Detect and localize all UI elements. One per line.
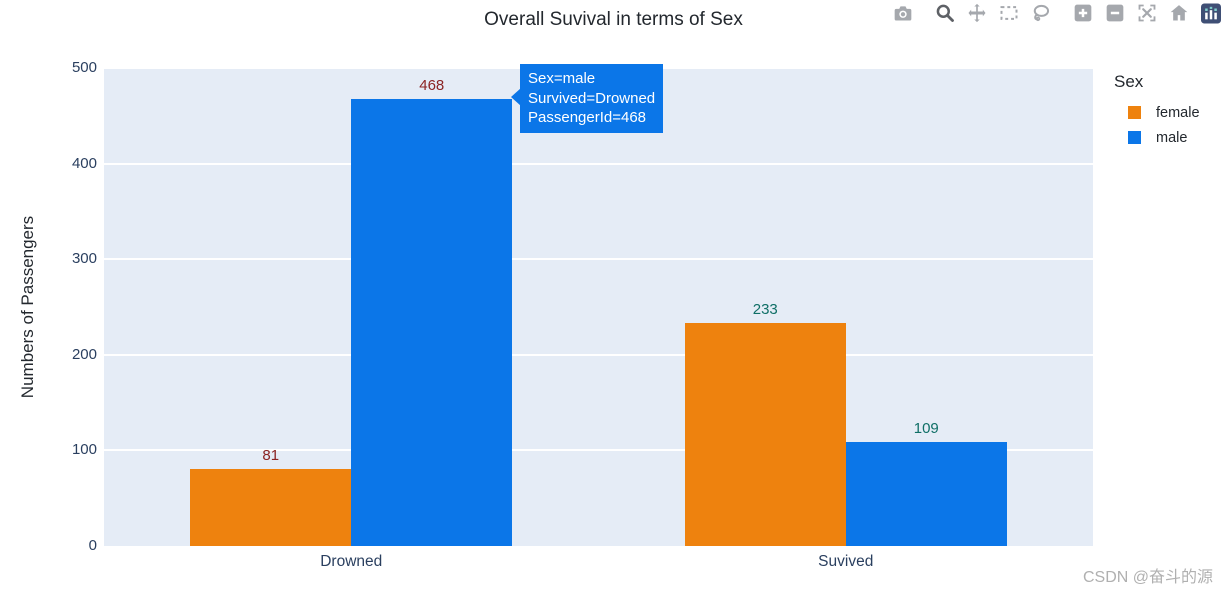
pan-icon[interactable] — [967, 3, 987, 23]
bar-female-Suvived[interactable] — [684, 323, 846, 546]
gridline — [104, 353, 1093, 356]
x-tick-label: Drowned — [320, 553, 383, 570]
zoom-icon[interactable] — [935, 3, 955, 23]
gridline — [104, 449, 1093, 452]
legend-item-male[interactable]: male — [1112, 125, 1200, 150]
autoscale-icon[interactable] — [1137, 3, 1157, 23]
y-tick-label: 300 — [71, 250, 97, 268]
female-swatch-icon — [1128, 106, 1141, 119]
watermark: CSDN @奋斗的源 — [1082, 569, 1213, 586]
reset-axes-icon[interactable] — [1169, 3, 1189, 23]
bar-value-label: 81 — [262, 446, 280, 464]
bar-male-Drowned[interactable] — [351, 98, 513, 546]
box-select-icon[interactable] — [999, 3, 1019, 23]
lasso-select-icon[interactable] — [1031, 3, 1051, 23]
y-tick-label: 200 — [71, 345, 97, 363]
gridline — [104, 162, 1093, 165]
tooltip-caret — [511, 88, 521, 106]
gridline — [104, 258, 1093, 261]
legend-item-female[interactable]: female — [1112, 100, 1200, 125]
bar-female-Drowned[interactable] — [190, 468, 352, 546]
bar-value-label: 468 — [419, 76, 445, 94]
modebar — [881, 3, 1221, 23]
bar-male-Suvived[interactable] — [845, 441, 1007, 546]
y-tick-label: 100 — [71, 441, 97, 459]
zoom-out-icon[interactable] — [1105, 3, 1125, 23]
hover-tooltip: Sex=male Survived=Drowned PassengerId=46… — [511, 64, 664, 133]
tooltip-line: Survived=Drowned — [528, 89, 656, 107]
camera-icon[interactable] — [893, 3, 913, 23]
x-tick-label: Suvived — [818, 553, 874, 570]
y-tick-label: 0 — [88, 537, 97, 554]
y-tick-label: 500 — [71, 59, 97, 76]
plotly-logo-icon[interactable] — [1201, 3, 1221, 23]
y-tick-label: 400 — [71, 154, 97, 172]
legend-title: Sex — [1114, 72, 1144, 91]
plot-area: 0 100 200 300 400 500 Drowned 81 468 Suvived 233 10… — [72, 59, 1093, 570]
legend-item-label: female — [1156, 104, 1200, 121]
bar-value-label: 109 — [913, 419, 939, 437]
chart-title: Overall Suvival in terms of Sex — [484, 9, 743, 30]
zoom-in-icon[interactable] — [1073, 3, 1093, 23]
tooltip-line: Sex=male — [528, 70, 596, 87]
legend: Sex female male — [1112, 72, 1200, 150]
tooltip-line: PassengerId=468 — [528, 109, 647, 126]
male-swatch-icon — [1128, 131, 1141, 144]
bar-value-label: 233 — [752, 301, 778, 319]
legend-item-label: male — [1156, 129, 1188, 146]
y-axis-title: Numbers of Passengers — [18, 215, 37, 399]
